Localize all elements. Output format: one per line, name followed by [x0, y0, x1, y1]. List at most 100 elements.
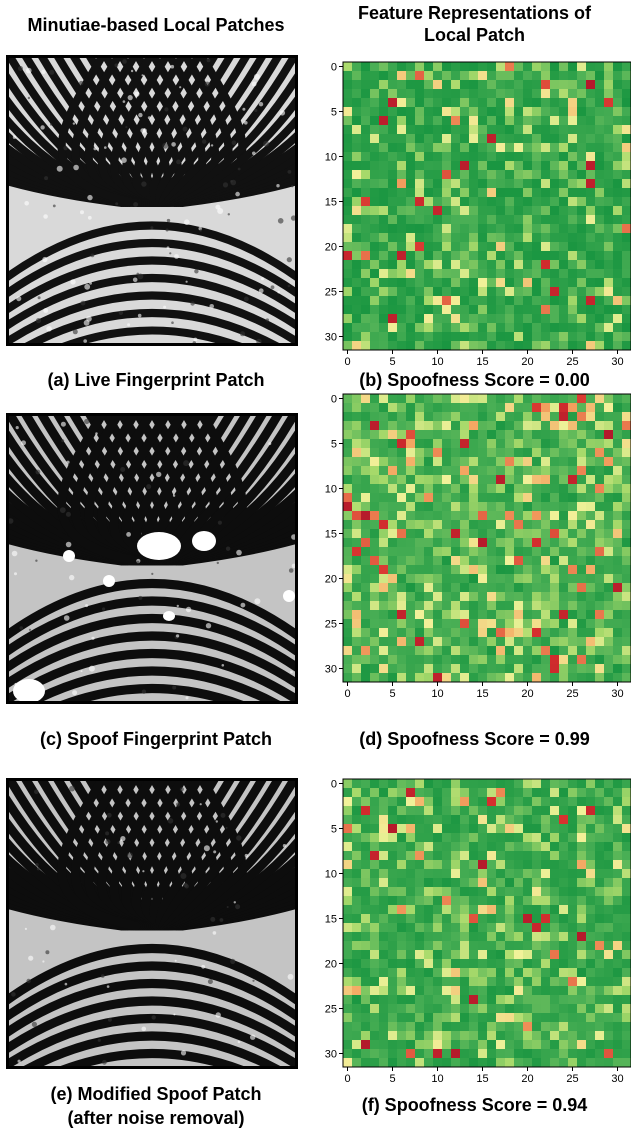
- heatmap-cell: [451, 1031, 461, 1041]
- heatmap-cell: [595, 332, 605, 342]
- heatmap-cell: [415, 394, 425, 404]
- heatmap-cell: [460, 296, 470, 306]
- heatmap-cell: [505, 475, 515, 485]
- heatmap-cell: [478, 116, 488, 126]
- heatmap-cell: [550, 923, 560, 933]
- heatmap-cell: [451, 511, 461, 521]
- heatmap-cell: [415, 188, 425, 198]
- heatmap-cell: [361, 305, 371, 315]
- heatmap-cell: [397, 824, 407, 834]
- heatmap-cell: [343, 215, 353, 225]
- heatmap-cell: [550, 493, 560, 503]
- heatmap-cell: [370, 646, 380, 656]
- heatmap-cell: [343, 914, 353, 924]
- heatmap-cell: [370, 914, 380, 924]
- heatmap-cell: [433, 1004, 443, 1014]
- heatmap-cell: [604, 116, 614, 126]
- heatmap-cell: [550, 565, 560, 575]
- heatmap-cell: [559, 968, 569, 978]
- heatmap-cell: [541, 430, 551, 440]
- heatmap-cell: [478, 664, 488, 674]
- heatmap-cell: [514, 565, 524, 575]
- heatmap-cell: [613, 466, 623, 476]
- heatmap-cell: [514, 116, 524, 126]
- heatmap-cell: [406, 592, 416, 602]
- heatmap-cell: [388, 574, 398, 584]
- heatmap-cell: [613, 628, 623, 638]
- heatmap-cell: [595, 403, 605, 413]
- heatmap-cell: [361, 466, 371, 476]
- heatmap-cell: [523, 332, 533, 342]
- heatmap-cell: [586, 905, 596, 915]
- heatmap-cell: [433, 341, 443, 351]
- heatmap-cell: [622, 287, 631, 297]
- heatmap-cell: [505, 986, 515, 996]
- caption-e-line2: (after noise removal): [67, 1108, 245, 1128]
- heatmap-cell: [361, 188, 371, 198]
- heatmap-cell: [622, 905, 631, 915]
- heatmap-cell: [415, 932, 425, 942]
- heatmap-cell: [514, 403, 524, 413]
- heatmap-cell: [559, 233, 569, 243]
- heatmap-cell: [370, 860, 380, 870]
- heatmap-cell: [397, 905, 407, 915]
- heatmap-cell: [460, 592, 470, 602]
- caption-e-line1: (e) Modified Spoof Patch: [50, 1084, 262, 1104]
- heatmap-cell: [406, 914, 416, 924]
- heatmap-cell: [406, 610, 416, 620]
- heatmap-cell: [523, 152, 533, 162]
- heatmap-cell: [541, 170, 551, 180]
- heatmap-cell: [577, 233, 587, 243]
- heatmap-cell: [379, 833, 389, 843]
- heatmap-cell: [613, 637, 623, 647]
- heatmap-cell: [505, 950, 515, 960]
- heatmap-cell: [523, 860, 533, 870]
- heatmap-cell: [379, 1049, 389, 1059]
- heatmap-cell: [514, 62, 524, 72]
- heatmap-cell: [433, 493, 443, 503]
- heatmap-cell: [523, 869, 533, 879]
- heatmap-cell: [523, 80, 533, 90]
- heatmap-cell: [379, 197, 389, 207]
- heatmap-cell: [559, 833, 569, 843]
- heatmap-cell: [622, 986, 631, 996]
- heatmap-cell: [442, 296, 452, 306]
- heatmap-cell: [622, 950, 631, 960]
- heatmap-cell: [406, 89, 416, 99]
- heatmap-cell: [397, 520, 407, 530]
- heatmap-cell: [523, 206, 533, 216]
- heatmap-cell: [487, 278, 497, 288]
- heatmap-cell: [370, 923, 380, 933]
- heatmap-cell: [433, 152, 443, 162]
- heatmap-cell: [424, 538, 434, 548]
- heatmap-cell: [550, 511, 560, 521]
- heatmap-cell: [604, 394, 614, 404]
- heatmap-cell: [604, 529, 614, 539]
- heatmap-cell: [451, 448, 461, 458]
- heatmap-cell: [541, 206, 551, 216]
- heatmap-cell: [613, 98, 623, 108]
- heatmap-cell: [577, 664, 587, 674]
- heatmap-cell: [622, 89, 631, 99]
- heatmap-cell: [496, 592, 506, 602]
- heatmap-cell: [622, 439, 631, 449]
- heatmap-cell: [370, 547, 380, 557]
- heatmap-cell: [586, 475, 596, 485]
- heatmap-cell: [451, 233, 461, 243]
- heatmap-cell: [595, 842, 605, 852]
- heatmap-cell: [379, 242, 389, 252]
- heatmap-cell: [433, 260, 443, 270]
- heatmap-cell: [478, 914, 488, 924]
- heatmap-cell: [451, 1040, 461, 1050]
- heatmap-cell: [622, 851, 631, 861]
- heatmap-cell: [451, 305, 461, 315]
- heatmap-cell: [577, 251, 587, 261]
- heatmap-cell: [505, 421, 515, 431]
- heatmap-cell: [550, 448, 560, 458]
- heatmap-cell: [406, 125, 416, 135]
- heatmap-cell: [496, 412, 506, 422]
- heatmap-cell: [577, 1040, 587, 1050]
- heatmap-cell: [514, 493, 524, 503]
- heatmap-cell: [523, 421, 533, 431]
- heatmap-cell: [379, 905, 389, 915]
